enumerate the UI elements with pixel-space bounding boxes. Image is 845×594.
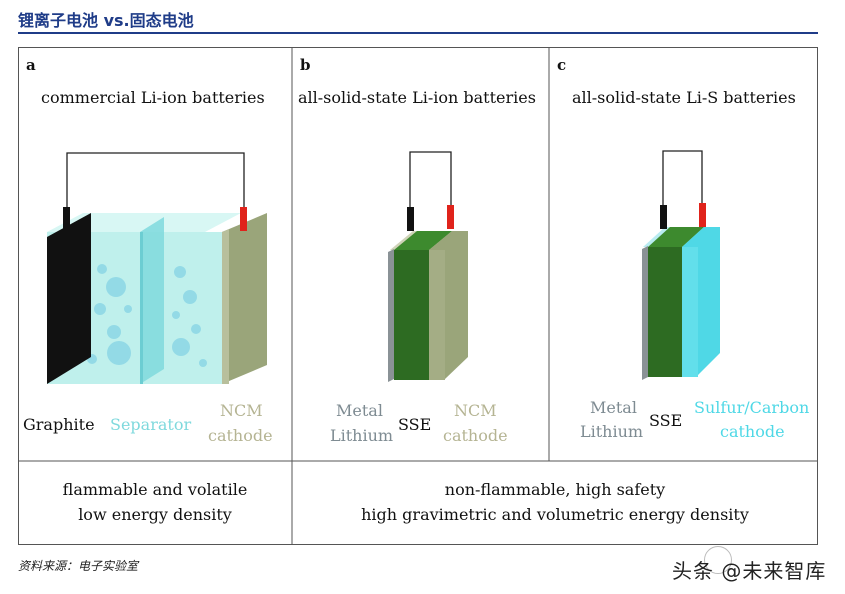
panel-a-label-graphite: Graphite [23,415,95,434]
battery-comparison-figure: a commercial Li-ion batteries [18,47,818,545]
panel-a: a commercial Li-ion batteries [23,56,273,445]
panel-c: c all-solid-state Li-S batteries Metal L… [557,56,809,441]
panel-a-graphite [47,213,91,384]
panel-c-lithium [642,246,648,380]
panel-a-neg-terminal [63,207,70,231]
panel-b-neg-terminal [407,207,414,231]
panel-b-title: all-solid-state Li-ion batteries [298,88,536,107]
panel-a-label-ncm: NCM [220,401,263,420]
page-title: 锂离子电池 vs.固态电池 [18,11,194,30]
panel-a-pos-terminal [240,207,247,231]
panel-b-label-ncm: NCM [454,401,497,420]
summary-right-line2: high gravimetric and volumetric energy d… [361,505,749,524]
panel-a-ncm-side [222,213,267,384]
panel-c-neg-terminal [660,205,667,229]
panel-b-label-sse: SSE [398,415,431,434]
panel-a-letter: a [26,56,36,74]
panel-c-label-lithium: Lithium [580,422,643,441]
panel-c-wire [662,150,703,211]
panel-b-label-cathode: cathode [443,426,508,445]
panel-b-label-metal: Metal [336,401,383,420]
panel-b-label-lithium: Lithium [330,426,393,445]
watermark-text: 头条 @未来智库 [672,559,827,583]
panel-c-letter: c [557,56,566,74]
source-note: 资料来源：电子实验室 [18,559,139,573]
panel-b-pos-terminal [447,205,454,229]
panel-b-lithium [388,249,394,382]
summary-left-line2: low energy density [78,505,232,524]
header-divider [18,32,818,34]
panel-a-bubbles [87,264,207,367]
panel-c-label-cathode: cathode [720,422,785,441]
panel-a-electrolyte-top [47,213,241,232]
panel-c-sse [648,247,682,377]
watermark-logo-icon [704,546,732,574]
panel-b: b all-solid-state Li-ion batteries Metal… [298,56,536,445]
panel-c-label-metal: Metal [590,398,637,417]
panel-a-label-separator: Separator [110,415,191,434]
figure-frame [18,47,818,545]
panel-b-wire [409,151,452,211]
panel-c-pos-terminal [699,203,706,227]
panel-a-label-cathode: cathode [208,426,273,445]
panel-a-separator [140,217,164,384]
panel-b-letter: b [300,56,311,74]
summary-left-line1: flammable and volatile [63,480,248,499]
panel-a-title: commercial Li-ion batteries [41,88,265,107]
summary-right-line1: non-flammable, high safety [445,480,665,499]
panel-a-wire [66,152,245,219]
panel-c-title: all-solid-state Li-S batteries [572,88,796,107]
panel-b-sse [394,250,429,380]
summary-row: flammable and volatile low energy densit… [63,480,749,524]
panel-c-label-sulfur: Sulfur/Carbon [694,398,809,417]
panel-c-label-sse: SSE [649,411,682,430]
